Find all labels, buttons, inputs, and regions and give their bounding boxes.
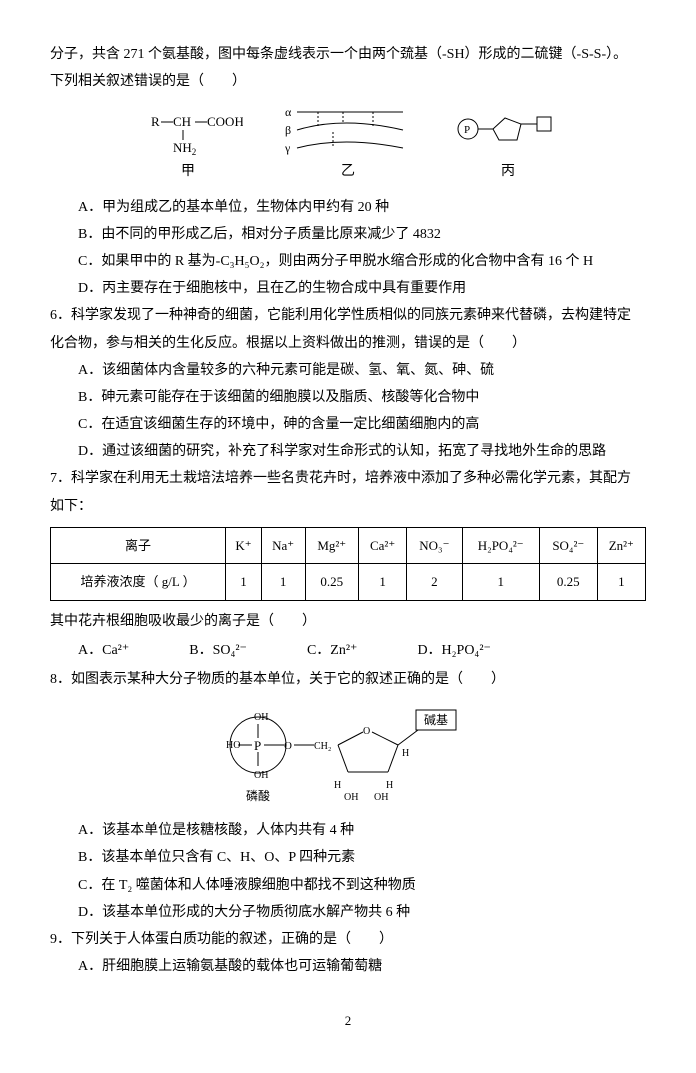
th-6: H₂PO₄²⁻	[462, 527, 539, 563]
fig-jia: R CH COOH NH2 甲	[133, 104, 243, 184]
q6-stem2: 化合物，参与相关的生化反应。根据以上资料做出的推测，错误的是（ ）	[50, 331, 646, 356]
q9-opt-a: A．肝细胞膜上运输氨基酸的载体也可运输葡萄糖	[50, 954, 646, 979]
q8-opt-d: D．该基本单位形成的大分子物质彻底水解产物共 6 种	[50, 900, 646, 925]
amino-acid-svg: R CH COOH NH2	[133, 104, 243, 159]
q8-opt-c: C．在 T₂ 噬菌体和人体唾液腺细胞中都找不到这种物质	[50, 873, 646, 898]
svg-text:H: H	[386, 780, 393, 791]
th-8: Zn²⁺	[597, 527, 645, 563]
fig-yi: α β γ 乙	[283, 104, 413, 184]
q5-opt-b: B．由不同的甲形成乙后，相对分子质量比原来减少了 4832	[50, 222, 646, 247]
intro-line2: 下列相关叙述错误的是（ ）	[50, 69, 646, 94]
td-label: 培养液浓度（ g/L ）	[51, 564, 226, 600]
q9-stem: 9．下列关于人体蛋白质功能的叙述，正确的是（ ）	[50, 927, 646, 952]
svg-text:α: α	[285, 105, 292, 119]
td-1: 1	[261, 564, 305, 600]
intro-line1: 分子，共含 271 个氨基酸，图中每条虚线表示一个由两个巯基（-SH）形成的二硫…	[50, 42, 646, 67]
svg-text:β: β	[285, 123, 291, 137]
td-5: 1	[462, 564, 539, 600]
q7-stem1: 7．科学家在利用无土栽培法培养一些名贵花卉时，培养液中添加了多种必需化学元素，其…	[50, 466, 646, 491]
svg-text:磷酸: 磷酸	[246, 788, 270, 803]
q8-opt-b: B．该基本单位只含有 C、H、O、P 四种元素	[50, 845, 646, 870]
th-2: Na⁺	[261, 527, 305, 563]
q6-stem1: 6．科学家发现了一种神奇的细菌，它能利用化学性质相似的同族元素砷来代替磷，去构建…	[50, 303, 646, 328]
td-6: 0.25	[539, 564, 597, 600]
q5-opt-c: C．如果甲中的 R 基为-C₃H₅O₂，则由两分子甲脱水缩合形成的化合物中含有 …	[50, 249, 646, 274]
th-5: NO₃⁻	[407, 527, 462, 563]
td-4: 2	[407, 564, 462, 600]
td-3: 1	[358, 564, 406, 600]
td-0: 1	[226, 564, 262, 600]
q5-opt-d: D．丙主要存在于细胞核中，且在乙的生物合成中具有重要作用	[50, 276, 646, 301]
q7-options-row: A．Ca²⁺ B．SO₄²⁻ C．Zn²⁺ D．H₂PO₄²⁻	[50, 638, 646, 663]
q7-stem2: 如下：	[50, 494, 646, 519]
label-yi: 乙	[283, 159, 413, 184]
nucleotide-mini-svg: P	[453, 104, 563, 159]
q7-opt-c: C．Zn²⁺	[307, 638, 357, 663]
nucleotide-svg: OH OH HO P O CH₂ 磷酸 O H H OH OH H 碱基	[218, 700, 478, 810]
q6-opt-b: B．砷元素可能存在于该细菌的细胞膜以及脂质、核酸等化合物中	[50, 385, 646, 410]
svg-text:CH₂: CH₂	[314, 741, 331, 752]
svg-text:H: H	[402, 748, 409, 759]
svg-text:P: P	[254, 738, 261, 753]
q6-opt-c: C．在适宜该细菌生存的环境中，砷的含量一定比细菌细胞内的高	[50, 412, 646, 437]
q7-opt-b: B．SO₄²⁻	[189, 638, 247, 663]
th-1: K⁺	[226, 527, 262, 563]
q7-opt-a: A．Ca²⁺	[78, 638, 129, 663]
table-data-row: 培养液浓度（ g/L ） 1 1 0.25 1 2 1 0.25 1	[51, 564, 646, 600]
q5-opt-a: A．甲为组成乙的基本单位，生物体内甲约有 20 种	[50, 195, 646, 220]
q8-stem: 8．如图表示某种大分子物质的基本单位，关于它的叙述正确的是（ ）	[50, 667, 646, 692]
svg-text:COOH: COOH	[207, 114, 243, 129]
q6-opt-a: A．该细菌体内含量较多的六种元素可能是碳、氢、氧、氮、砷、硫	[50, 358, 646, 383]
q6-opt-d: D．通过该细菌的研究，补充了科学家对生命形式的认知，拓宽了寻找地外生命的思路	[50, 439, 646, 464]
svg-text:碱基: 碱基	[424, 713, 448, 727]
th-4: Ca²⁺	[358, 527, 406, 563]
fig-bing: P 丙	[453, 104, 563, 184]
svg-text:R: R	[151, 114, 160, 129]
figure-row-1: R CH COOH NH2 甲 α β γ 乙 P	[50, 104, 646, 184]
td-7: 1	[597, 564, 645, 600]
svg-text:OH: OH	[374, 792, 388, 803]
th-3: Mg²⁺	[305, 527, 358, 563]
svg-text:OH: OH	[254, 770, 268, 781]
th-0: 离子	[51, 527, 226, 563]
q8-figure: OH OH HO P O CH₂ 磷酸 O H H OH OH H 碱基	[50, 700, 646, 810]
table-header-row: 离子 K⁺ Na⁺ Mg²⁺ Ca²⁺ NO₃⁻ H₂PO₄²⁻ SO₄²⁻ Z…	[51, 527, 646, 563]
svg-text:P: P	[464, 124, 470, 136]
svg-text:O: O	[284, 740, 292, 752]
svg-text:H: H	[334, 780, 341, 791]
td-2: 0.25	[305, 564, 358, 600]
page-number: 2	[50, 1009, 646, 1032]
q7-tail: 其中花卉根细胞吸收最少的离子是（ ）	[50, 609, 646, 634]
protein-svg: α β γ	[283, 104, 413, 159]
q8-opt-a: A．该基本单位是核糖核酸，人体内共有 4 种	[50, 818, 646, 843]
svg-text:NH2: NH2	[173, 140, 196, 157]
q7-table: 离子 K⁺ Na⁺ Mg²⁺ Ca²⁺ NO₃⁻ H₂PO₄²⁻ SO₄²⁻ Z…	[50, 527, 646, 601]
label-bing: 丙	[453, 159, 563, 184]
svg-text:OH: OH	[254, 712, 268, 723]
svg-text:O: O	[363, 726, 370, 737]
svg-text:OH: OH	[344, 792, 358, 803]
svg-text:CH: CH	[173, 114, 191, 129]
label-jia: 甲	[133, 159, 243, 184]
svg-text:γ: γ	[284, 141, 291, 155]
q7-opt-d: D．H₂PO₄²⁻	[417, 638, 490, 663]
th-7: SO₄²⁻	[539, 527, 597, 563]
